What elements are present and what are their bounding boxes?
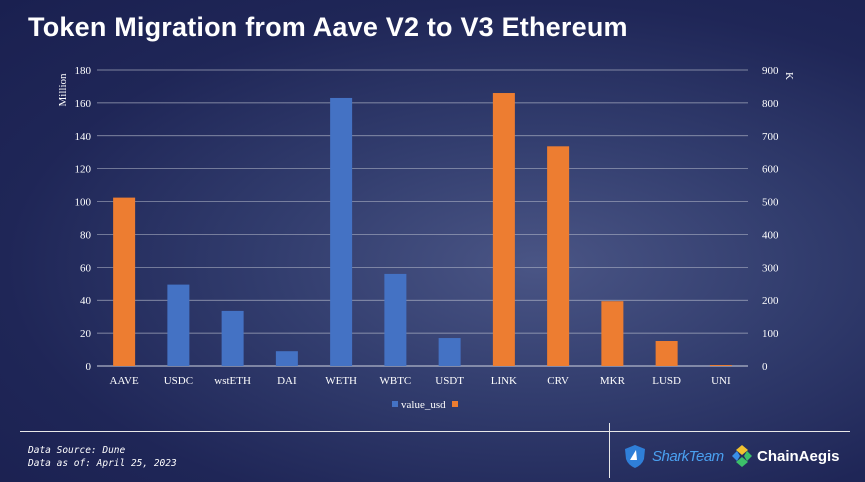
- category-label: WETH: [325, 375, 357, 387]
- left-tick-label: 0: [86, 361, 92, 373]
- data-source-text: Data Source: Dune: [28, 445, 126, 456]
- bar-lusd: [655, 341, 678, 366]
- bar-crv: [547, 146, 570, 366]
- right-tick-label: 0: [762, 361, 768, 373]
- bar-mkr: [601, 301, 624, 366]
- bar-usdt: [438, 338, 461, 366]
- bar-dai: [275, 351, 298, 366]
- right-tick-label: 800: [762, 98, 779, 110]
- right-axis-title: K: [783, 72, 795, 80]
- bar-wbtc: [384, 273, 407, 366]
- category-label: WBTC: [379, 375, 411, 387]
- right-tick-label: 700: [762, 131, 779, 143]
- left-tick-label: 80: [80, 229, 92, 241]
- left-tick-label: 60: [80, 262, 92, 274]
- category-label: AAVE: [110, 375, 139, 387]
- left-tick-label: 160: [75, 98, 92, 110]
- bar-aave: [113, 197, 136, 366]
- category-label: MKR: [600, 375, 626, 387]
- footer-divider: [20, 431, 850, 432]
- data-date-text: Data as of: April 25, 2023: [28, 458, 177, 469]
- legend-label: value_usd: [401, 399, 446, 411]
- left-tick-label: 100: [75, 197, 92, 209]
- left-tick-label: 120: [75, 164, 92, 176]
- category-label: UNI: [711, 375, 731, 387]
- page-title: Token Migration from Aave V2 to V3 Ether…: [28, 12, 628, 42]
- right-tick-label: 300: [762, 262, 779, 274]
- bar-uni: [709, 365, 732, 366]
- bar-usdc: [167, 284, 190, 366]
- right-tick-label: 500: [762, 197, 779, 209]
- bar-link: [492, 93, 515, 367]
- left-tick-label: 40: [80, 295, 92, 307]
- category-label: DAI: [277, 375, 297, 387]
- footer-vertical-divider: [609, 423, 610, 478]
- right-tick-label: 600: [762, 164, 779, 176]
- category-label: LINK: [491, 375, 517, 387]
- category-label: CRV: [547, 375, 569, 387]
- category-label: USDT: [435, 375, 464, 387]
- left-tick-label: 140: [75, 131, 92, 143]
- category-label: wstETH: [214, 375, 251, 387]
- right-tick-label: 200: [762, 295, 779, 307]
- right-tick-label: 100: [762, 328, 779, 340]
- right-tick-label: 900: [762, 65, 779, 77]
- shark-shield-icon: [625, 445, 645, 468]
- sharkteam-logo: SharkTeam: [622, 443, 724, 469]
- left-tick-label: 20: [80, 328, 92, 340]
- right-tick-label: 400: [762, 229, 779, 241]
- legend-swatch-blue: [392, 401, 398, 407]
- chainaegis-icon: [732, 445, 752, 467]
- category-label: LUSD: [652, 375, 681, 387]
- category-label: USDC: [164, 375, 193, 387]
- chainaegis-logo: ChainAegis: [731, 444, 840, 468]
- bar-weth: [330, 97, 353, 366]
- chainaegis-logo-text: ChainAegis: [757, 447, 840, 465]
- legend-swatch-orange: [452, 401, 458, 407]
- left-axis-title: Million: [57, 73, 69, 107]
- bar-wsteth: [221, 310, 244, 366]
- left-tick-label: 180: [75, 65, 92, 77]
- sharkteam-logo-text: SharkTeam: [652, 447, 724, 465]
